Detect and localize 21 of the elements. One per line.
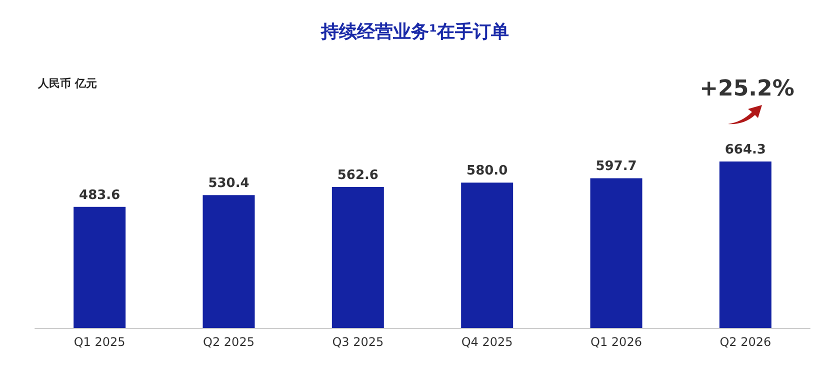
bar bbox=[74, 206, 126, 328]
x-tick-label: Q2 2025 bbox=[203, 335, 254, 349]
data-label: 562.6 bbox=[337, 168, 378, 184]
data-label: 580.0 bbox=[466, 164, 508, 179]
x-tick-label: Q1 2026 bbox=[590, 335, 642, 349]
bar bbox=[590, 178, 642, 328]
x-tick-label: Q2 2026 bbox=[720, 335, 772, 349]
bar bbox=[461, 182, 514, 328]
bar bbox=[332, 187, 384, 328]
data-label: 597.7 bbox=[596, 159, 637, 174]
data-label: 483.6 bbox=[79, 188, 120, 203]
text: 人民币 亿元 bbox=[37, 77, 97, 90]
chart-title: 持续经营业务¹在手订单 bbox=[320, 22, 509, 42]
data-label: 530.4 bbox=[208, 176, 250, 192]
bar bbox=[202, 195, 255, 328]
bar bbox=[719, 162, 772, 328]
data-label: 664.3 bbox=[724, 142, 766, 158]
x-tick-label: Q1 2025 bbox=[74, 335, 126, 349]
x-tick-label: Q4 2025 bbox=[461, 335, 513, 349]
text: +25.2% bbox=[700, 76, 794, 102]
x-tick-label: Q3 2025 bbox=[332, 335, 384, 349]
